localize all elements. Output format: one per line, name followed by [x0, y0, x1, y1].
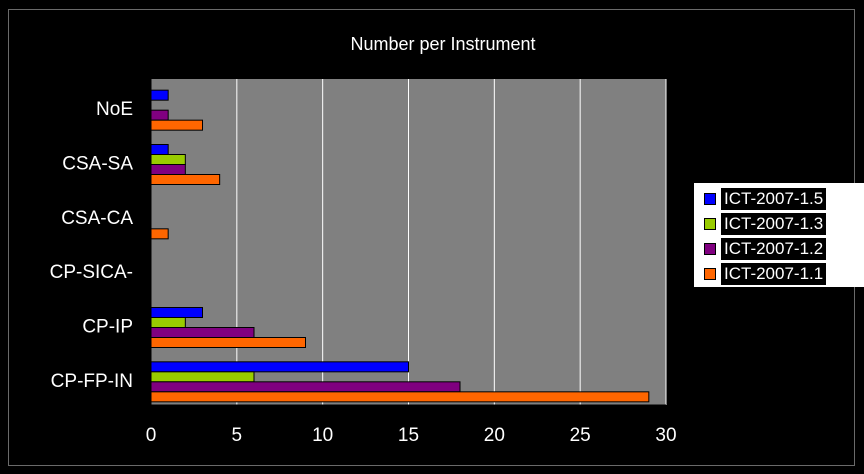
legend-item: ICT-2007-1.1	[694, 262, 864, 285]
bar	[150, 154, 186, 165]
legend-item: ICT-2007-1.3	[694, 212, 864, 235]
x-tick-label: 30	[655, 425, 676, 446]
bar	[150, 337, 306, 348]
gridlines	[236, 79, 667, 405]
legend-label: ICT-2007-1.5	[721, 188, 827, 210]
category-labels: NoE CSA-SA CSA-CA CP-SICA- CP-IP CP-FP-IN	[50, 99, 134, 392]
category-label: CP-SICA-	[50, 262, 133, 283]
bar	[150, 361, 409, 373]
legend-swatch	[704, 268, 716, 280]
x-tick-label: 25	[570, 425, 591, 446]
bar	[150, 144, 169, 155]
legend-label: ICT-2007-1.3	[721, 213, 827, 235]
x-tick-label: 5	[232, 425, 243, 446]
legend-swatch	[704, 243, 716, 255]
bar	[150, 317, 186, 328]
bar	[150, 174, 221, 185]
x-tick-label: 15	[398, 425, 419, 446]
legend-item: ICT-2007-1.2	[694, 237, 864, 260]
bar	[150, 371, 255, 383]
x-tick-label: 20	[484, 425, 505, 446]
x-tick-labels: 0 5 10 15 20 25 30	[146, 425, 677, 446]
bar	[150, 391, 650, 403]
category-label: CP-FP-IN	[51, 371, 133, 392]
axes	[146, 78, 667, 410]
x-tick-label: 0	[146, 425, 157, 446]
category-label: CP-IP	[82, 317, 133, 338]
legend-item: ICT-2007-1.5	[694, 187, 864, 210]
legend-swatch	[704, 218, 716, 230]
bar	[150, 109, 169, 121]
bar	[150, 89, 169, 101]
bar	[150, 119, 203, 131]
bar	[150, 381, 461, 393]
category-label: CSA-SA	[62, 154, 133, 175]
bar	[150, 307, 203, 318]
bar	[150, 164, 186, 175]
legend-label: ICT-2007-1.1	[721, 263, 827, 285]
legend-label: ICT-2007-1.2	[721, 238, 827, 260]
category-label: CSA-CA	[61, 208, 133, 229]
legend-swatch	[704, 193, 716, 205]
legend: ICT-2007-1.5 ICT-2007-1.3 ICT-2007-1.2 I…	[694, 183, 864, 287]
x-tick-label: 10	[312, 425, 333, 446]
chart-title: Number per Instrument	[350, 34, 535, 54]
bar	[150, 228, 169, 240]
bar	[150, 327, 255, 338]
category-label: NoE	[96, 99, 133, 120]
